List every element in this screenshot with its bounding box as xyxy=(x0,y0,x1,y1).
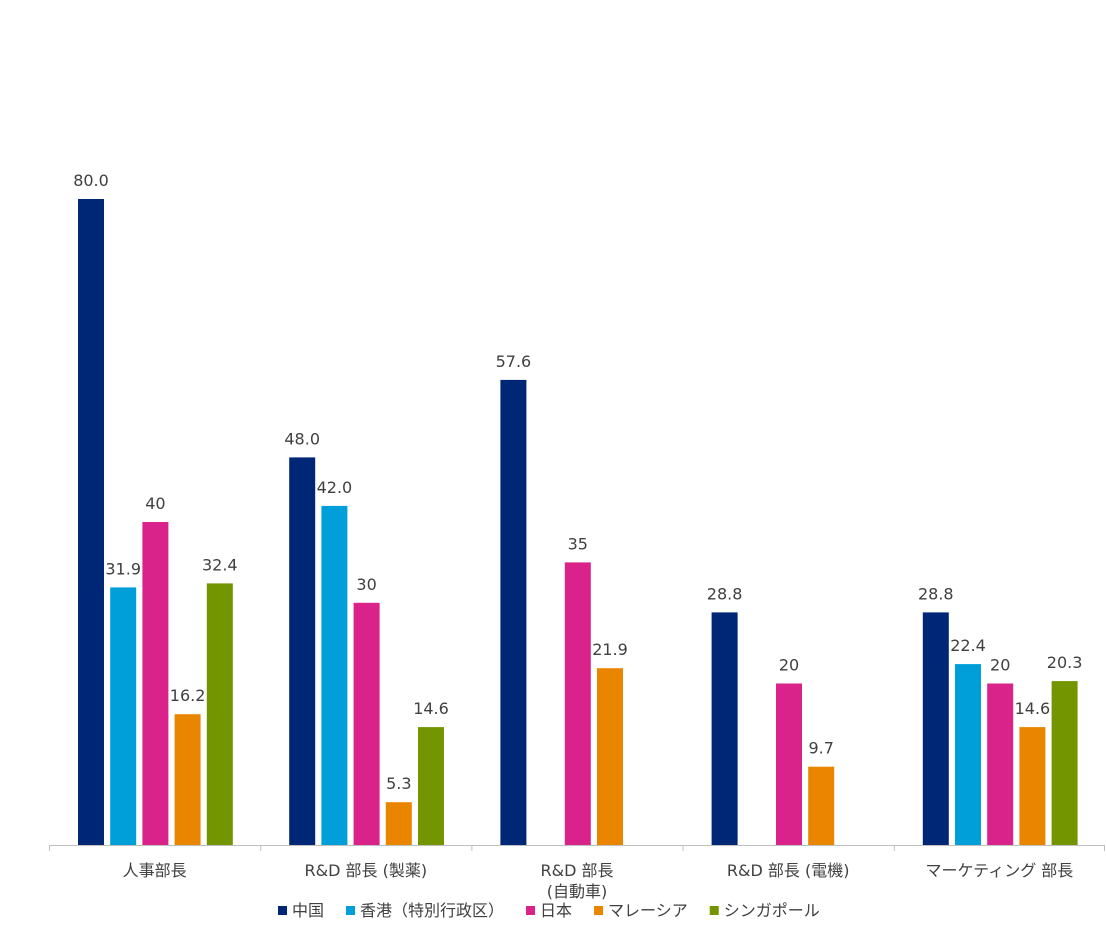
data-label: 21.9 xyxy=(592,640,628,659)
legend-label: 中国 xyxy=(292,901,324,920)
data-label: 20.3 xyxy=(1047,653,1083,672)
legend-swatch xyxy=(709,906,719,915)
bar xyxy=(597,668,623,845)
data-label: 20 xyxy=(779,656,799,675)
bar xyxy=(922,612,949,845)
category-label: R&D 部長 (電機) xyxy=(727,861,850,880)
bar xyxy=(353,602,380,845)
bar xyxy=(564,562,591,845)
data-label: 48.0 xyxy=(284,429,320,448)
bar xyxy=(1051,681,1078,845)
bar xyxy=(142,522,169,845)
bar xyxy=(78,199,104,845)
bar xyxy=(500,379,527,845)
value-labels-layer: 80.0 31.9 40 16.2 32.4 48.0 42.0 30 5.3 14.6 57.6 3… xyxy=(73,171,1082,793)
legend-swatch xyxy=(526,906,536,915)
data-label: 30 xyxy=(356,575,376,594)
category-label: マーケティング 部長 xyxy=(925,861,1073,880)
legend-swatch xyxy=(594,906,604,915)
bar xyxy=(289,457,316,845)
legend-label: 香港（特別行政区） xyxy=(360,901,504,920)
legend-label: マレーシア xyxy=(608,901,688,920)
bar xyxy=(987,683,1014,845)
bar xyxy=(776,683,802,845)
legend-swatch xyxy=(346,906,356,915)
category-label: (自動車) xyxy=(547,882,608,901)
bar xyxy=(321,505,348,845)
bars-layer xyxy=(78,199,1078,845)
data-label: 22.4 xyxy=(950,636,986,655)
legend-label: シンガポール xyxy=(724,901,820,920)
data-label: 35 xyxy=(568,534,588,553)
data-label: 42.0 xyxy=(317,478,353,497)
data-label: 32.4 xyxy=(202,555,238,574)
data-label: 31.9 xyxy=(105,559,141,578)
bar xyxy=(418,727,444,845)
data-label: 28.8 xyxy=(918,584,954,603)
category-labels-layer: 人事部長 R&D 部長 (製薬) R&D 部長 (自動車) R&D 部長 (電機) マーケ… xyxy=(123,861,1074,901)
legend: 中国 香港（特別行政区） 日本 マレーシア シンガポール xyxy=(278,901,820,920)
bar xyxy=(711,612,738,845)
category-label: R&D 部長 (製薬) xyxy=(305,861,428,880)
category-label: 人事部長 xyxy=(123,861,187,880)
data-label: 28.8 xyxy=(707,584,743,603)
data-label: 9.7 xyxy=(808,739,833,758)
data-label: 57.6 xyxy=(496,352,532,371)
data-label: 5.3 xyxy=(386,774,411,793)
data-label: 14.6 xyxy=(413,699,449,718)
data-label: 20 xyxy=(990,656,1010,675)
data-label: 40 xyxy=(145,494,165,513)
x-axis xyxy=(49,845,1105,851)
bar xyxy=(385,802,412,845)
data-label: 80.0 xyxy=(73,171,109,190)
legend-label: 日本 xyxy=(540,901,572,920)
data-label: 16.2 xyxy=(170,686,206,705)
bar xyxy=(174,714,201,845)
bar xyxy=(206,583,233,845)
bar xyxy=(1019,727,1046,845)
category-label: R&D 部長 xyxy=(540,861,613,880)
bar xyxy=(955,664,981,845)
bar xyxy=(110,587,137,845)
bar xyxy=(808,766,835,845)
data-label: 14.6 xyxy=(1015,699,1051,718)
legend-swatch xyxy=(278,906,287,915)
